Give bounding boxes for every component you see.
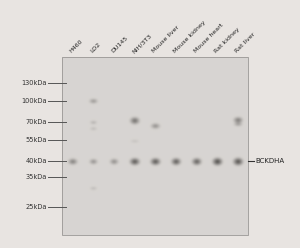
Bar <box>62 57 248 235</box>
Text: 55kDa: 55kDa <box>26 137 47 143</box>
Text: 40kDa: 40kDa <box>26 158 47 164</box>
Text: Mouse kidney: Mouse kidney <box>172 20 206 54</box>
Text: H460: H460 <box>69 39 84 54</box>
Text: 100kDa: 100kDa <box>21 98 47 104</box>
Text: Rat liver: Rat liver <box>234 32 256 54</box>
Text: Mouse heart: Mouse heart <box>193 23 224 54</box>
Text: 130kDa: 130kDa <box>22 80 47 86</box>
Text: 70kDa: 70kDa <box>26 119 47 125</box>
Text: Mouse liver: Mouse liver <box>152 25 181 54</box>
Text: DU145: DU145 <box>110 35 129 54</box>
Text: 25kDa: 25kDa <box>26 204 47 210</box>
Bar <box>62 57 248 235</box>
Text: NIH/3T3: NIH/3T3 <box>131 32 152 54</box>
Text: Rat kidney: Rat kidney <box>214 27 241 54</box>
Text: BCKDHA: BCKDHA <box>255 158 284 164</box>
Text: 35kDa: 35kDa <box>26 174 47 180</box>
Text: LO2: LO2 <box>89 42 102 54</box>
